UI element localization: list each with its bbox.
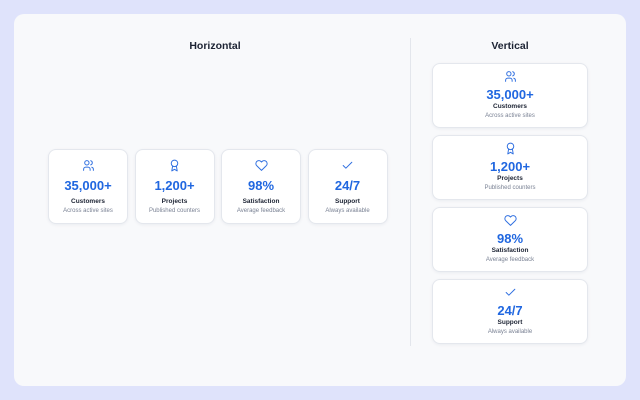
stat-label: Support bbox=[335, 198, 360, 205]
icon bbox=[505, 288, 515, 296]
stat-card: 35,000+ Customers Across active sites bbox=[48, 149, 128, 224]
stat-sub: Across active sites bbox=[63, 208, 113, 214]
panel: Horizontal Vertical 35,000+ Customers Acro… bbox=[14, 14, 626, 386]
stat-icon bbox=[168, 159, 181, 172]
stat-icon bbox=[82, 159, 95, 172]
stat-icon bbox=[341, 159, 354, 172]
stat-card: 24/7 Support Always available bbox=[307, 149, 388, 224]
stat-value: 35,000+ bbox=[64, 178, 112, 193]
stat-value: 1,200+ bbox=[489, 159, 531, 174]
stat-sub: Across active sites bbox=[485, 113, 535, 119]
icon bbox=[504, 71, 516, 82]
section-title: Vertical bbox=[491, 40, 529, 52]
stat-label: Customers bbox=[493, 103, 527, 110]
icon bbox=[506, 142, 514, 155]
stat-card: 24/7 Support Always available bbox=[432, 279, 588, 344]
divider bbox=[410, 38, 411, 346]
stat-icon bbox=[504, 142, 517, 155]
stat-value: 98% bbox=[496, 231, 524, 246]
stat-card: 98% Satisfaction Average feedback bbox=[432, 207, 588, 272]
stat-sub: Always available bbox=[325, 208, 370, 214]
stat-sub: Published counters bbox=[484, 185, 536, 191]
icon bbox=[503, 215, 517, 226]
icon bbox=[342, 161, 353, 169]
icon bbox=[82, 160, 94, 171]
stat-sub: Published counters bbox=[148, 208, 201, 214]
stat-value: 24/7 bbox=[497, 303, 523, 318]
stat-label: Support bbox=[497, 319, 523, 326]
stat-icon bbox=[504, 70, 517, 83]
icon bbox=[254, 160, 268, 171]
stat-sub: Average feedback bbox=[485, 257, 535, 263]
stat-card: 98% Satisfaction Average feedback bbox=[221, 149, 301, 224]
stat-label: Satisfaction bbox=[242, 198, 280, 205]
stat-label: Projects bbox=[161, 198, 188, 205]
stat-label: Customers bbox=[71, 198, 105, 205]
stat-value: 24/7 bbox=[334, 178, 361, 193]
section-title: Horizontal bbox=[189, 40, 241, 52]
stat-icon bbox=[254, 159, 268, 172]
stat-value: 1,200+ bbox=[154, 178, 195, 193]
stat-sub: Always available bbox=[487, 329, 533, 335]
stat-label: Satisfaction bbox=[491, 247, 529, 254]
stat-icon bbox=[504, 286, 517, 299]
stat-value: 98% bbox=[247, 178, 275, 193]
stat-label: Projects bbox=[497, 175, 523, 182]
stat-value: 35,000+ bbox=[486, 87, 534, 102]
stat-card: 1,200+ Projects Published counters bbox=[134, 149, 215, 224]
stat-sub: Average feedback bbox=[236, 208, 286, 214]
stat-card: 1,200+ Projects Published counters bbox=[432, 135, 588, 200]
icon bbox=[170, 159, 179, 172]
stat-card: 35,000+ Customers Across active sites bbox=[432, 63, 588, 128]
stat-icon bbox=[503, 214, 517, 227]
